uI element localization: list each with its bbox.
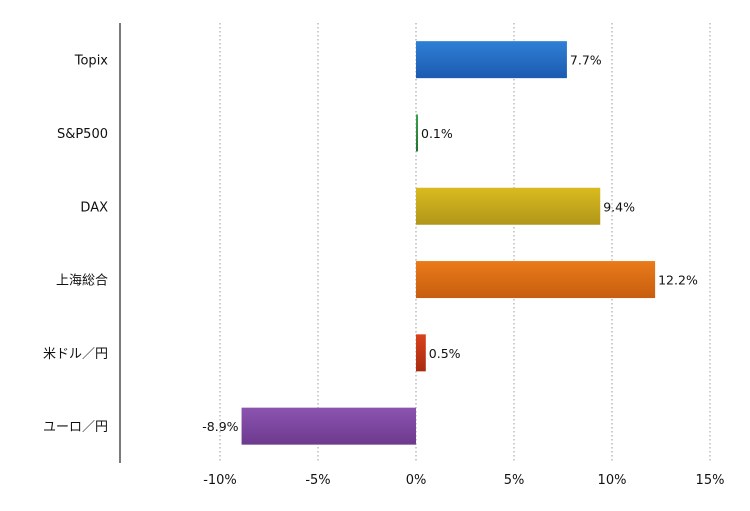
x-tick-label: -5%: [305, 473, 330, 488]
bar: [416, 41, 567, 79]
grid-lines: [219, 23, 711, 463]
bars: [241, 41, 656, 445]
x-tick-label: -10%: [203, 473, 237, 488]
bar: [416, 114, 418, 152]
bar: [416, 187, 601, 225]
data-label: -8.9%: [202, 419, 238, 434]
x-tick-label: 0%: [406, 473, 427, 488]
x-tick-label: 5%: [504, 473, 525, 488]
bar: [416, 261, 656, 299]
data-label: 12.2%: [658, 273, 698, 288]
x-tick-labels: -10% -5% 0% 5% 10% 15%: [203, 473, 724, 488]
data-labels: 7.7% 0.1% 9.4% 12.2% 0.5% -8.9%: [202, 53, 698, 434]
category-label: DAX: [80, 200, 108, 215]
category-label: S&P500: [57, 127, 108, 142]
data-label: 0.1%: [421, 126, 453, 141]
bar: [241, 407, 416, 445]
data-label: 9.4%: [603, 199, 635, 214]
category-label: 上海総合: [56, 274, 108, 289]
x-tick-label: 10%: [598, 473, 627, 488]
bar: [416, 334, 426, 372]
data-label: 7.7%: [570, 53, 602, 68]
data-label: 0.5%: [429, 346, 461, 361]
category-label: Topix: [74, 54, 109, 69]
category-label: 米ドル／円: [43, 347, 108, 362]
category-label: ユーロ／円: [43, 420, 108, 435]
x-tick-label: 15%: [696, 473, 725, 488]
